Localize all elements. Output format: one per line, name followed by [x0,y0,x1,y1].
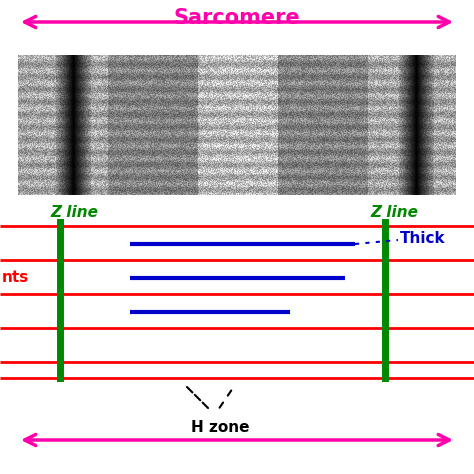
Text: Sarcomere: Sarcomere [173,8,301,28]
Text: nts: nts [2,271,29,285]
Text: Thick: Thick [400,230,446,246]
Text: H zone: H zone [191,420,249,435]
Text: Z line: Z line [50,205,98,220]
Text: Z line: Z line [370,205,418,220]
